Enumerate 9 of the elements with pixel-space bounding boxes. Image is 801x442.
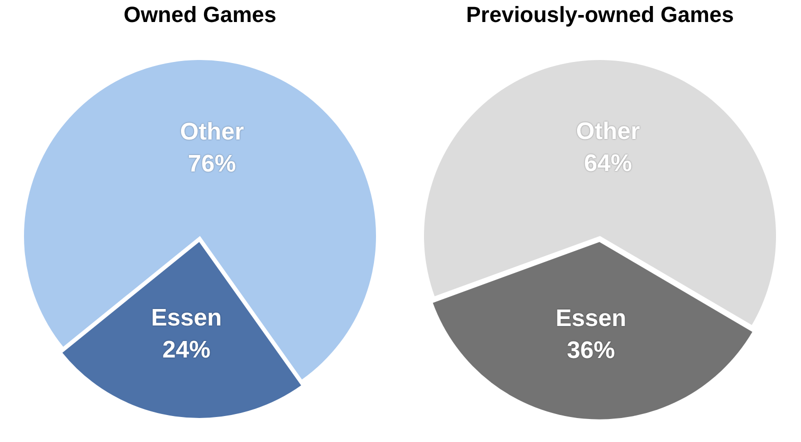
slice-label: Other: [180, 118, 244, 146]
data-label: 76%: [188, 150, 236, 178]
slice-label: Essen: [556, 305, 626, 332]
data-label: 36%: [566, 337, 615, 364]
slice-label: Essen: [151, 304, 222, 332]
data-label: 24%: [162, 336, 210, 364]
chart-title: Previously-owned Games: [465, 2, 735, 28]
chart-title: Owned Games: [122, 2, 278, 28]
slice-label: Other: [576, 118, 640, 145]
